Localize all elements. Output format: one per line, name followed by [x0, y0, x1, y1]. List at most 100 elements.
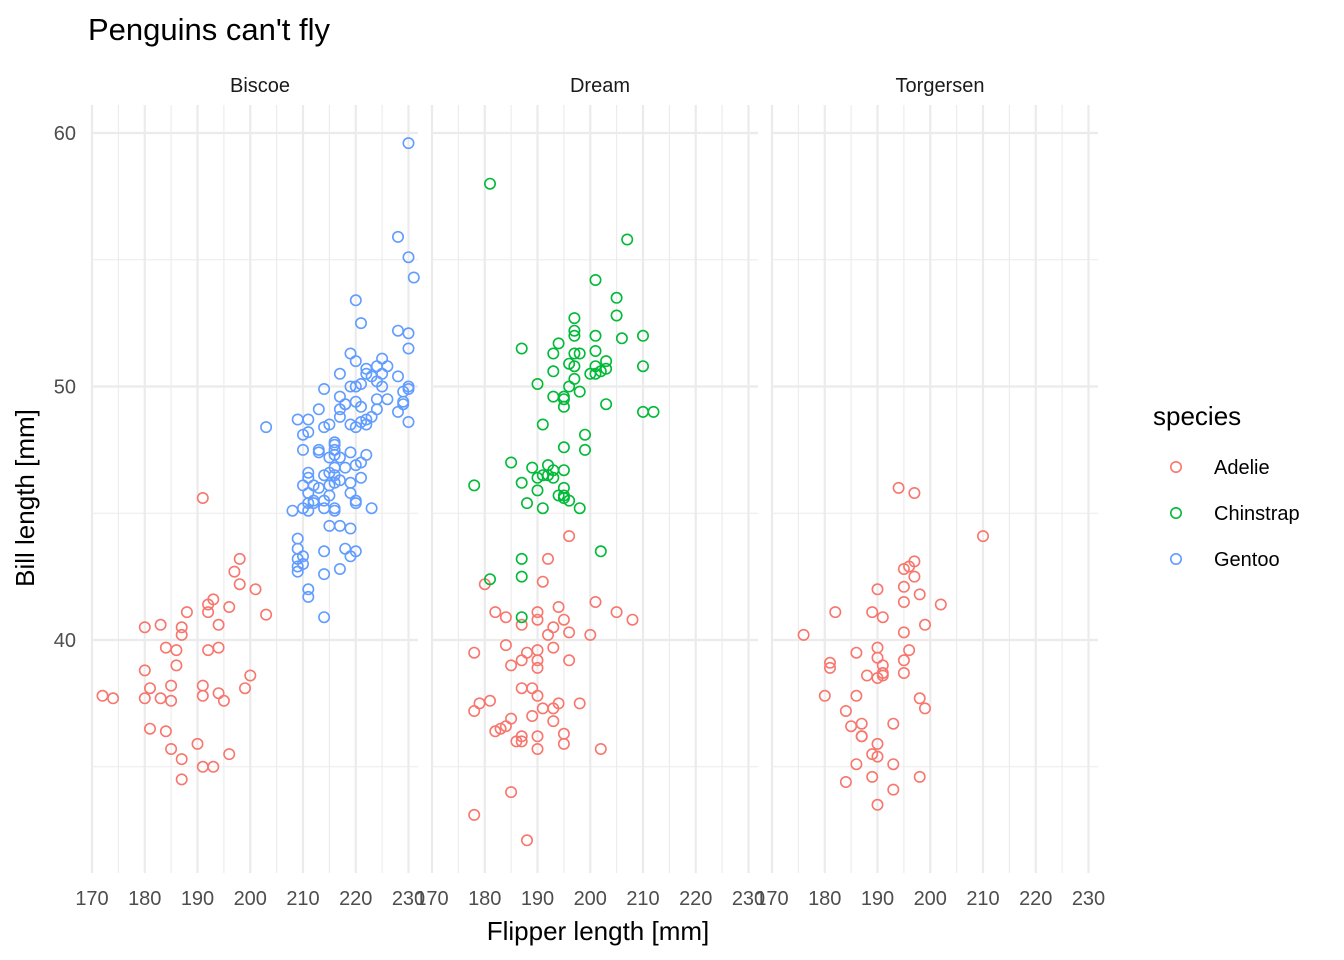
- point-adelie: [531, 606, 544, 619]
- facet-strip-label: Dream: [570, 75, 630, 97]
- point-adelie: [563, 530, 576, 543]
- point-chinstrap: [568, 329, 581, 342]
- point-gentoo: [318, 568, 331, 581]
- point-chinstrap: [557, 441, 570, 454]
- x-tick-label: 230: [1072, 888, 1105, 910]
- point-chinstrap: [531, 484, 544, 497]
- point-adelie: [468, 646, 481, 659]
- point-gentoo: [302, 426, 315, 439]
- point-adelie: [196, 679, 209, 692]
- point-chinstrap: [505, 456, 518, 469]
- x-tick-label: 190: [861, 888, 894, 910]
- point-gentoo: [402, 382, 415, 395]
- point-adelie: [871, 798, 884, 811]
- point-gentoo: [391, 405, 404, 418]
- point-adelie: [531, 689, 544, 702]
- point-adelie: [536, 575, 549, 588]
- x-tick-label: 230: [732, 888, 765, 910]
- point-adelie: [223, 748, 236, 761]
- point-adelie: [505, 712, 518, 725]
- point-chinstrap: [573, 385, 586, 398]
- point-adelie: [531, 742, 544, 755]
- point-adelie: [850, 689, 863, 702]
- point-adelie: [871, 750, 884, 763]
- legend-title: species: [1153, 401, 1241, 431]
- point-adelie: [138, 692, 151, 705]
- point-gentoo: [296, 557, 309, 570]
- point-adelie: [144, 682, 157, 695]
- legend-label-adelie: Adelie: [1214, 457, 1270, 479]
- point-adelie: [850, 758, 863, 771]
- point-gentoo: [344, 446, 357, 459]
- point-gentoo: [318, 382, 331, 395]
- point-gentoo: [312, 403, 325, 416]
- point-adelie: [531, 661, 544, 674]
- y-axis-title: Bill length [mm]: [10, 409, 40, 587]
- point-adelie: [515, 682, 528, 695]
- point-adelie: [505, 786, 518, 799]
- x-tick-label: 170: [755, 888, 788, 910]
- x-tick-label: 180: [128, 888, 161, 910]
- point-adelie: [897, 580, 910, 593]
- point-adelie: [584, 628, 597, 641]
- point-gentoo: [354, 317, 367, 330]
- point-adelie: [536, 702, 549, 715]
- point-adelie: [557, 737, 570, 750]
- point-gentoo: [349, 355, 362, 368]
- point-adelie: [202, 644, 215, 657]
- point-adelie: [170, 659, 183, 672]
- point-adelie: [547, 641, 560, 654]
- point-adelie: [913, 770, 926, 783]
- point-adelie: [165, 742, 178, 755]
- point-adelie: [202, 606, 215, 619]
- point-gentoo: [323, 418, 336, 431]
- point-chinstrap: [547, 365, 560, 378]
- point-gentoo: [312, 446, 325, 459]
- point-adelie: [233, 552, 246, 565]
- point-adelie: [207, 760, 220, 773]
- x-tick-label: 210: [286, 888, 319, 910]
- x-tick-label: 220: [1019, 888, 1052, 910]
- x-tick-label: 220: [339, 888, 372, 910]
- point-adelie: [866, 770, 879, 783]
- point-adelie: [866, 606, 879, 619]
- point-gentoo: [370, 403, 383, 416]
- point-adelie: [897, 666, 910, 679]
- point-adelie: [552, 600, 565, 613]
- point-adelie: [196, 689, 209, 702]
- point-chinstrap: [520, 497, 533, 510]
- x-tick-label: 210: [966, 888, 999, 910]
- point-chinstrap: [647, 405, 660, 418]
- point-gentoo: [365, 502, 378, 515]
- point-adelie: [196, 491, 209, 504]
- point-adelie: [175, 773, 188, 786]
- point-adelie: [908, 555, 921, 568]
- point-chinstrap: [515, 611, 528, 624]
- point-gentoo: [344, 486, 357, 499]
- point-chinstrap: [589, 329, 602, 342]
- x-tick-label: 200: [914, 888, 947, 910]
- point-adelie: [541, 628, 554, 641]
- point-adelie: [212, 618, 225, 631]
- point-adelie: [520, 834, 533, 847]
- point-adelie: [499, 639, 512, 652]
- point-adelie: [138, 621, 151, 634]
- y-tick-label: 50: [54, 377, 76, 399]
- point-chinstrap: [589, 273, 602, 286]
- x-axis-title: Flipper length [mm]: [487, 916, 710, 946]
- point-adelie: [860, 669, 873, 682]
- point-gentoo: [302, 413, 315, 426]
- point-adelie: [223, 600, 236, 613]
- point-chinstrap: [557, 390, 570, 403]
- point-chinstrap: [557, 464, 570, 477]
- point-gentoo: [349, 294, 362, 307]
- point-gentoo: [354, 471, 367, 484]
- point-adelie: [175, 621, 188, 634]
- point-gentoo: [328, 436, 341, 449]
- point-adelie: [217, 694, 230, 707]
- point-adelie: [589, 595, 602, 608]
- point-gentoo: [339, 542, 352, 555]
- point-chinstrap: [468, 479, 481, 492]
- x-tick-label: 220: [679, 888, 712, 910]
- x-tick-label: 190: [521, 888, 554, 910]
